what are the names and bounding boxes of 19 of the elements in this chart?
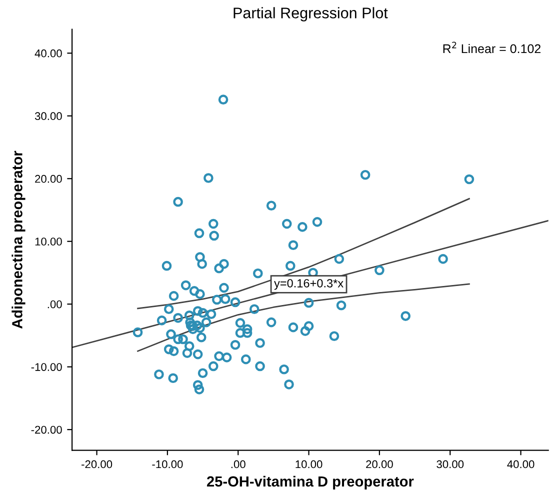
x-axis-title: 25-OH-vitamina D preoperator: [206, 476, 414, 490]
y-tick-label: .00: [48, 300, 62, 308]
y-tick-label: -10.00: [31, 363, 62, 371]
x-tick-label: -20.00: [82, 460, 112, 468]
y-tick-label: 40.00: [34, 49, 62, 58]
x-tick-label: .00: [231, 460, 246, 468]
x-tick-label: 10.00: [296, 460, 322, 468]
y-tick-label: 10.00: [35, 238, 62, 246]
x-tick-label: 40.00: [507, 460, 534, 468]
annotation: y=0.16+0.3*x: [274, 279, 344, 290]
y-tick-label: 30.00: [34, 112, 62, 120]
x-tick-label: 20.00: [366, 460, 393, 468]
x-tick-label: 30.00: [436, 460, 464, 468]
y-tick-label: 20.00: [35, 174, 62, 183]
annotation: R$^{2}$ Linear = 0.102: [443, 42, 541, 54]
chart-title: Partial Regression Plot: [234, 7, 388, 22]
x-tick-label: -10.00: [152, 460, 183, 468]
y-tick-label: -20.00: [31, 426, 62, 434]
y-axis-title: Adiponectina preoperator: [12, 150, 26, 329]
